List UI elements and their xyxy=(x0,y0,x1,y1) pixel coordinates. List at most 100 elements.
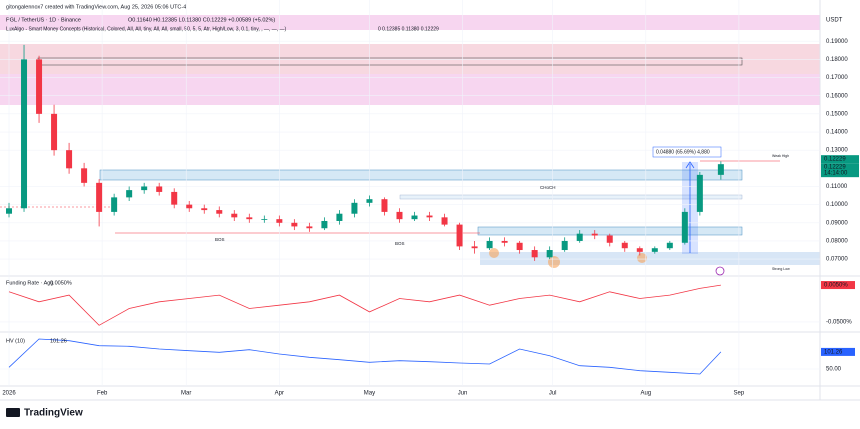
brand: TradingView xyxy=(24,408,83,419)
candle-body xyxy=(576,233,583,241)
candle-body xyxy=(696,174,703,212)
y-tick-label: 0.18000 xyxy=(826,57,848,63)
value-label-bg xyxy=(821,281,855,290)
candle-body xyxy=(366,199,373,203)
legend-value: 0.0050% xyxy=(50,280,72,286)
candle-body xyxy=(621,242,628,249)
candle-body xyxy=(126,190,133,198)
measure-label-bg xyxy=(652,146,722,158)
annotation: BOS xyxy=(395,241,405,246)
x-tick-label: May xyxy=(364,391,375,397)
candle-body xyxy=(471,246,478,249)
event-icon xyxy=(715,266,725,276)
order-block xyxy=(0,44,820,74)
symbol: PGL / TetherUS · 1D · Binance xyxy=(6,17,81,23)
candle-body xyxy=(36,59,43,114)
candle-body xyxy=(561,240,568,251)
y-tick-label: 0.16000 xyxy=(826,93,848,99)
highlight xyxy=(489,248,499,258)
candle-body xyxy=(6,208,13,214)
x-tick-label: Jun xyxy=(458,391,468,397)
block xyxy=(399,194,743,200)
candle-body xyxy=(246,217,253,220)
last-price: 0.12229 xyxy=(824,165,846,171)
indicator-line xyxy=(8,338,722,375)
candle-body xyxy=(186,204,193,209)
ohlc: O0.11640 H0.12385 L0.11380 C0.12229 +0.0… xyxy=(128,17,275,23)
indicator-values: 0 0.12385 0.11380 0.12229 xyxy=(378,26,439,32)
candle-body xyxy=(381,199,388,212)
x-tick-label: Feb xyxy=(97,391,108,397)
x-tick-label: Aug xyxy=(640,391,651,397)
candle-body xyxy=(216,210,223,214)
y-tick-label: 0.09000 xyxy=(826,220,848,226)
candle-body xyxy=(651,248,658,252)
y-tick-label: -0.0500% xyxy=(826,320,852,326)
legend-value: 101.26 xyxy=(50,338,67,344)
candle-body xyxy=(261,219,268,220)
y-tick-label: 0.07000 xyxy=(826,257,848,263)
y-tick-label: 0.11000 xyxy=(826,184,848,190)
author-line: gitongalennox7 created with TradingView.… xyxy=(6,4,186,10)
candle-body xyxy=(501,240,508,243)
demand-block xyxy=(99,169,743,181)
candle-body xyxy=(456,224,463,247)
price-label-bg xyxy=(821,155,859,164)
candle-body xyxy=(66,150,73,169)
y-tick-label: 50.00 xyxy=(826,367,842,373)
annotation: CHoCH xyxy=(540,185,556,190)
indicator-line xyxy=(8,284,721,326)
y-tick-label: 0.17000 xyxy=(826,75,848,81)
x-tick-label: Sep xyxy=(734,391,745,397)
last-price: 0.12229 xyxy=(824,157,846,163)
candle-body xyxy=(681,211,688,243)
candle-body xyxy=(411,215,418,220)
candle-body xyxy=(531,250,538,258)
indicator-name: HV (10) xyxy=(6,338,25,344)
candle-body xyxy=(486,240,493,249)
countdown: 14:14:00 xyxy=(824,171,848,177)
x-tick-label: Apr xyxy=(275,391,284,397)
candle-body xyxy=(591,233,598,236)
candle-body xyxy=(51,113,58,151)
candle-body xyxy=(606,235,613,243)
candle-body xyxy=(171,191,178,205)
x-tick-label: 2026 xyxy=(2,391,16,397)
candle-body xyxy=(291,222,298,227)
candle-body xyxy=(666,242,673,249)
value-label-bg xyxy=(821,347,855,356)
candle-body xyxy=(717,164,724,175)
annotation: 0.04880 (65.69%) 4,880 xyxy=(656,149,710,155)
y-tick-label: 0.10000 xyxy=(826,202,848,208)
measure-arrow-head xyxy=(685,161,695,169)
candle-body xyxy=(351,202,358,214)
candle-body xyxy=(396,211,403,220)
y-tick-label: 0.19000 xyxy=(826,39,848,45)
discount-zone xyxy=(480,252,820,265)
candle-body xyxy=(306,226,313,229)
premium-zone xyxy=(0,15,820,30)
price-label-bg xyxy=(821,163,859,178)
candle-body xyxy=(516,242,523,251)
candle-body xyxy=(81,168,88,183)
candle-body xyxy=(636,248,643,252)
candle-body xyxy=(231,213,238,218)
candle-body xyxy=(546,250,553,258)
highlight xyxy=(637,253,647,263)
candle-body xyxy=(156,186,163,192)
candle-body xyxy=(441,217,448,225)
y-tick-label: 0.13000 xyxy=(826,148,848,154)
last-value: 0.0050% xyxy=(824,283,848,289)
candle-body xyxy=(276,219,283,223)
candle-body xyxy=(111,197,118,212)
candle-body xyxy=(336,213,343,221)
last-value: 101.26 xyxy=(824,349,843,355)
candle-body xyxy=(201,208,208,211)
brand-logo xyxy=(6,408,20,417)
annotation: BOS xyxy=(215,237,225,242)
candle-body xyxy=(141,186,148,191)
indicator: LuxAlgo - Smart Money Concepts (Historic… xyxy=(6,26,287,32)
candle-body xyxy=(426,215,433,218)
x-tick-label: Mar xyxy=(181,391,191,397)
